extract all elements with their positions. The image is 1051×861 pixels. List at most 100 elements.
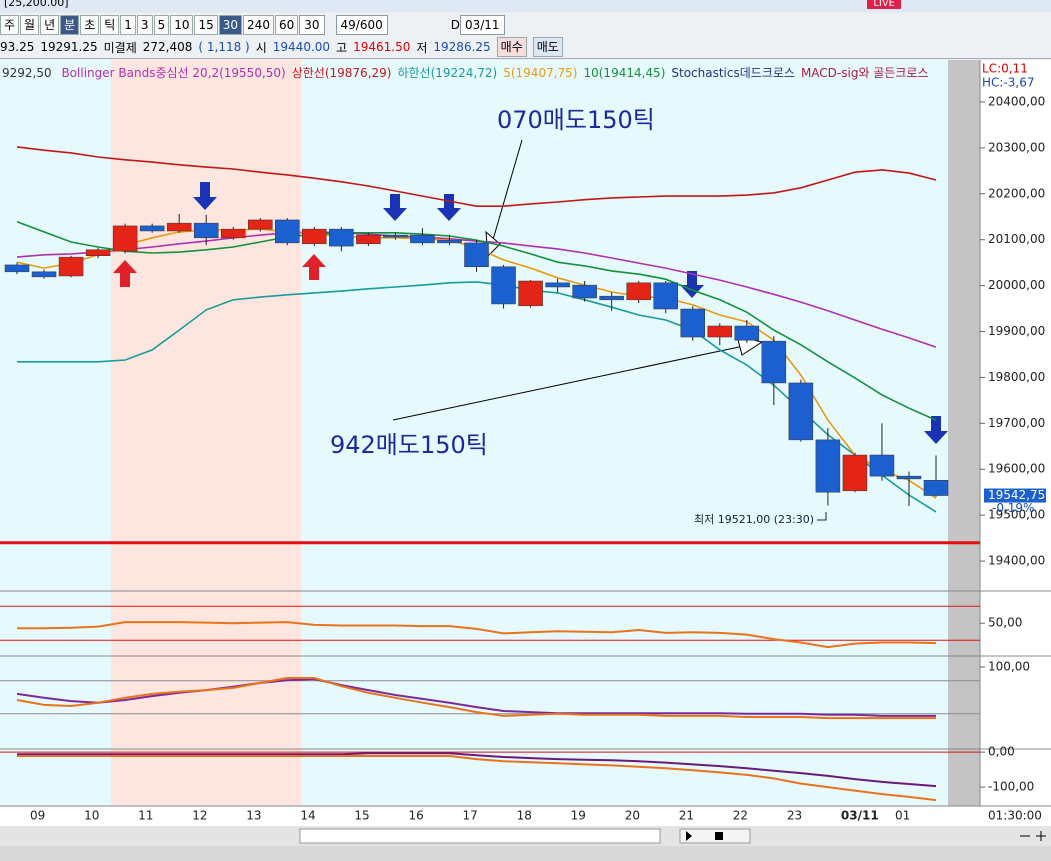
period-button[interactable]: 240 [243,14,274,35]
period-button[interactable]: 60 [274,14,299,35]
candle-body [275,219,300,244]
sell-arrows [193,182,948,444]
date-field[interactable]: 03/11 [459,14,505,35]
candle-body [869,454,895,477]
buy-arrow [113,260,137,287]
legend: 9292,50 Bollinger Bands중심선 20,2(19550,50… [2,64,935,81]
legend-entry: 5(19407,75) [503,66,578,80]
candle-body [923,480,949,496]
change-label: -0,19% [992,501,1034,515]
candle-body [518,280,543,307]
low-pointer [817,512,827,521]
candle-body [896,475,922,480]
series-line [17,755,937,802]
quote-field: 시 [255,40,267,55]
order-button[interactable]: 매수 [496,37,527,57]
sell-arrow [193,182,217,210]
y-tick-label: 19500,00 [988,508,1045,522]
period-button[interactable]: 1 [120,14,136,35]
x-tick-label: 12 [192,809,207,823]
series-line [16,146,937,207]
y-tick-label: 20400,00 [988,94,1045,108]
stop-icon[interactable] [715,832,723,840]
y-tick-label: 20300,00 [988,140,1045,154]
series-line [17,752,937,788]
quote-field: 19440.00 [272,40,331,54]
candle-body [302,228,327,245]
candle-body [4,264,30,273]
candle-body [356,234,381,245]
candle-body [166,222,192,232]
period-button[interactable]: 분 [60,14,80,35]
period-button[interactable]: 15 [194,14,218,35]
live-badge[interactable]: LIVE [867,0,901,9]
sell-arrow [924,416,948,444]
status-bar [0,846,1051,861]
quote-field: 93.25 [0,40,35,54]
series-line [16,677,936,720]
period-button[interactable]: 월 [20,14,40,35]
candle-body [437,239,462,244]
period-button[interactable]: 10 [170,14,194,35]
order-button[interactable]: 매도 [532,37,563,57]
candle-body [788,382,814,441]
x-tick-label: 03/11 [841,809,879,823]
candle-body [815,439,841,493]
highlight-zone [111,60,301,806]
y-tick-label: -100,00 [988,780,1034,794]
legend-entry: Bollinger Bands중심선 20,2(19550,50) [61,66,286,80]
candle-body [545,282,570,288]
x-tick-label: 14 [300,809,315,823]
y-tick-label: 50,00 [988,616,1022,630]
period-select[interactable]: 30 [299,14,325,35]
future-zone [948,60,980,806]
legend-entry: 하한선(19224,72) [397,66,498,80]
x-tick-label: 21 [679,809,694,823]
annotation: 942매도150틱 [330,431,488,459]
toolbar-row-1: 주 월 년 분 초 틱 1 3 5 10 15 30 240 60 30 49/600 D 03/11 [0,13,1051,36]
play-icon[interactable] [686,831,692,841]
window-title-bar: [25,200.00] LIVE [0,0,1051,12]
period-button[interactable]: 5 [153,14,170,35]
candle-body [248,219,273,230]
period-button[interactable]: 30 [218,14,243,35]
series-line [17,621,937,649]
y-tick-label: 19400,00 [988,554,1045,568]
time-axis-area [0,806,1051,826]
buy-arrow [302,254,326,280]
y-tick-label: 19700,00 [988,416,1045,430]
y-tick-label: 0,00 [988,745,1015,759]
x-tick-label: 19 [571,809,586,823]
candle-body [85,249,111,257]
annotation: 070매도150틱 [497,106,655,134]
quote-field: 저 [416,40,428,55]
x-tick-label: 16 [408,809,423,823]
x-tick-label: 13 [246,809,261,823]
candle-body [31,271,57,278]
annotation-leader [392,342,759,421]
candle-body [653,282,678,310]
quote-field: 272,408 [142,40,193,54]
series-line [16,678,936,717]
candle-body [734,325,760,341]
period-button[interactable]: 년 [40,14,60,35]
last-price-box [984,488,1046,503]
legend-prefix: 9292,50 [2,66,52,80]
x-tick-label: 18 [517,809,532,823]
candle-body [707,325,733,338]
quote-field: 19461.50 [353,40,411,54]
period-button[interactable]: 초 [80,14,100,35]
period-button[interactable]: 틱 [100,14,120,35]
quote-field: 미결제 [103,40,137,55]
y-axis-area [980,60,1051,806]
date-check[interactable]: D [450,17,460,32]
period-button[interactable]: 주 [0,14,20,35]
legend-signal: Stochastics데드크로스 [671,66,795,80]
candle-body [220,228,246,239]
count-field[interactable]: 49/600 [335,14,388,35]
scroll-track[interactable] [299,828,661,844]
legend-entry: 10(19414,45) [583,66,666,80]
period-button[interactable]: 3 [136,14,153,35]
series-line [17,281,937,513]
quote-field: 고 [336,40,348,55]
